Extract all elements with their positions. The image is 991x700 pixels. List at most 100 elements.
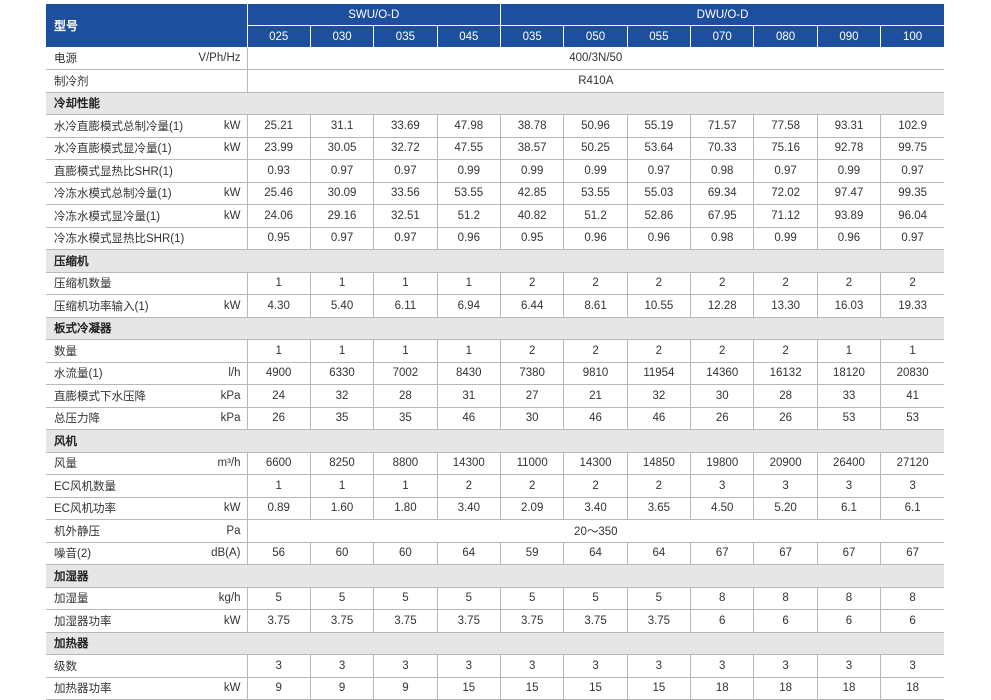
- value-cell: 6330: [310, 362, 375, 385]
- value-cell: 8: [817, 587, 882, 610]
- row-label: EC风机数量: [54, 480, 116, 493]
- value-cell: 25.21: [247, 114, 311, 138]
- value-cell: 53.64: [627, 137, 692, 160]
- value-cell: 99.75: [880, 137, 945, 160]
- value-cell: 1: [880, 339, 945, 363]
- merged-value-cell: R410A: [247, 69, 945, 93]
- section-title: 加湿器: [46, 564, 945, 588]
- value-cell: 6.44: [500, 294, 565, 318]
- row-label-cell: 电源 V/Ph/Hz: [46, 47, 248, 70]
- section-header-row: 风机: [46, 429, 945, 453]
- row-unit: kW: [223, 682, 241, 695]
- value-cell: 71.12: [753, 204, 818, 228]
- value-cell: 56: [247, 542, 311, 565]
- value-cell: 6.1: [817, 497, 882, 520]
- value-cell: 0.98: [690, 159, 755, 183]
- value-cell: 3: [500, 654, 565, 678]
- row-label-cell: 冷冻水模式显冷量(1) kW: [46, 204, 248, 228]
- value-cell: 0.99: [563, 159, 628, 183]
- value-cell: 38.57: [500, 137, 565, 160]
- value-cell: 27: [500, 384, 565, 408]
- value-cell: 3.75: [247, 609, 311, 633]
- value-cell: 26400: [817, 452, 882, 475]
- value-cell: 33.56: [373, 182, 438, 205]
- value-cell: 53.55: [437, 182, 501, 205]
- value-cell: 6: [880, 609, 945, 633]
- value-cell: 33.69: [373, 114, 438, 138]
- value-cell: 71.57: [690, 114, 755, 138]
- value-cell: 14300: [563, 452, 628, 475]
- value-cell: 35: [373, 407, 438, 430]
- value-cell: 0.96: [817, 227, 882, 250]
- value-cell: 30: [500, 407, 565, 430]
- model-number-cell: 030: [310, 25, 375, 47]
- row-label: 直膨模式显热比SHR(1): [54, 165, 173, 178]
- value-cell: 99.35: [880, 182, 945, 205]
- value-cell: 2: [563, 272, 628, 295]
- row-unit: kW: [223, 502, 241, 515]
- value-cell: 59: [500, 542, 565, 565]
- value-cell: 14850: [627, 452, 692, 475]
- value-cell: 18: [817, 677, 882, 700]
- row-label: 级数: [54, 660, 77, 673]
- value-cell: 0.98: [690, 227, 755, 250]
- value-cell: 3.75: [563, 609, 628, 633]
- value-cell: 69.34: [690, 182, 755, 205]
- row-label: 冷冻水模式总制冷量(1): [54, 188, 172, 201]
- table-row: 水冷直膨模式总制冷量(1) kW 25.21 31.1 33.69 47.98 38.78 5…: [46, 114, 945, 138]
- value-cell: 5: [500, 587, 565, 610]
- row-label-cell: 加湿量 kg/h: [46, 587, 248, 610]
- value-cell: 13.30: [753, 294, 818, 318]
- value-cell: 24.06: [247, 204, 311, 228]
- row-unit: kW: [223, 614, 241, 627]
- table-row: 制冷剂 R410A: [46, 69, 945, 93]
- row-unit: Pa: [226, 524, 241, 537]
- row-unit: kW: [223, 142, 241, 155]
- value-cell: 0.97: [373, 159, 438, 183]
- value-cell: 0.93: [247, 159, 311, 183]
- value-cell: 12.28: [690, 294, 755, 318]
- value-cell: 3: [563, 654, 628, 678]
- value-cell: 2: [500, 272, 565, 295]
- value-cell: 64: [563, 542, 628, 565]
- table-row: 加热器功率 kW 9 9 9 15 15 15 15 18 18 18 18: [46, 677, 945, 700]
- row-label: 压缩机功率输入(1): [54, 300, 149, 313]
- value-cell: 2: [500, 474, 565, 498]
- table-row: 水流量(1) l/h 4900 6330 7002 8430 7380 9810 11954 14…: [46, 362, 945, 385]
- value-cell: 20900: [753, 452, 818, 475]
- value-cell: 8: [690, 587, 755, 610]
- merged-value-cell: 20～350: [247, 519, 945, 543]
- table-row: 直膨模式下水压降 kPa 24 32 28 31 27 21 32 30 28 33 41: [46, 384, 945, 408]
- value-cell: 64: [627, 542, 692, 565]
- row-unit: kg/h: [218, 592, 241, 605]
- value-cell: 92.78: [817, 137, 882, 160]
- spec-table: 型号 SWU/O-D DWU/O-D 025 030 035 045 035 050 055…: [46, 4, 945, 700]
- value-cell: 6.1: [880, 497, 945, 520]
- value-cell: 5.40: [310, 294, 375, 318]
- value-cell: 55.03: [627, 182, 692, 205]
- value-cell: 50.25: [563, 137, 628, 160]
- value-cell: 2: [690, 272, 755, 295]
- value-cell: 67.95: [690, 204, 755, 228]
- group-header-dwu: DWU/O-D: [500, 4, 945, 26]
- row-unit: kW: [223, 187, 241, 200]
- row-label-cell: 冷冻水模式显热比SHR(1): [46, 227, 248, 250]
- section-title: 压缩机: [46, 249, 945, 273]
- spec-table-container: 型号 SWU/O-D DWU/O-D 025 030 035 045 035 050 055…: [46, 4, 945, 700]
- value-cell: 19.33: [880, 294, 945, 318]
- value-cell: 60: [373, 542, 438, 565]
- value-cell: 2: [753, 339, 818, 363]
- model-header: 型号: [46, 4, 248, 48]
- value-cell: 15: [500, 677, 565, 700]
- row-label: 风量: [54, 458, 77, 471]
- value-cell: 11954: [627, 362, 692, 385]
- value-cell: 3: [437, 654, 501, 678]
- value-cell: 77.58: [753, 114, 818, 138]
- value-cell: 0.97: [753, 159, 818, 183]
- value-cell: 3.75: [310, 609, 375, 633]
- table-row: 级数 3 3 3 3 3 3 3 3 3 3 3: [46, 654, 945, 678]
- value-cell: 41: [880, 384, 945, 408]
- table-row: 直膨模式显热比SHR(1) 0.93 0.97 0.97 0.99 0.99 0.99 0.9…: [46, 159, 945, 183]
- section-title: 冷却性能: [46, 92, 945, 115]
- table-row: 加湿器功率 kW 3.75 3.75 3.75 3.75 3.75 3.75 3.75 6 6 6 6: [46, 609, 945, 633]
